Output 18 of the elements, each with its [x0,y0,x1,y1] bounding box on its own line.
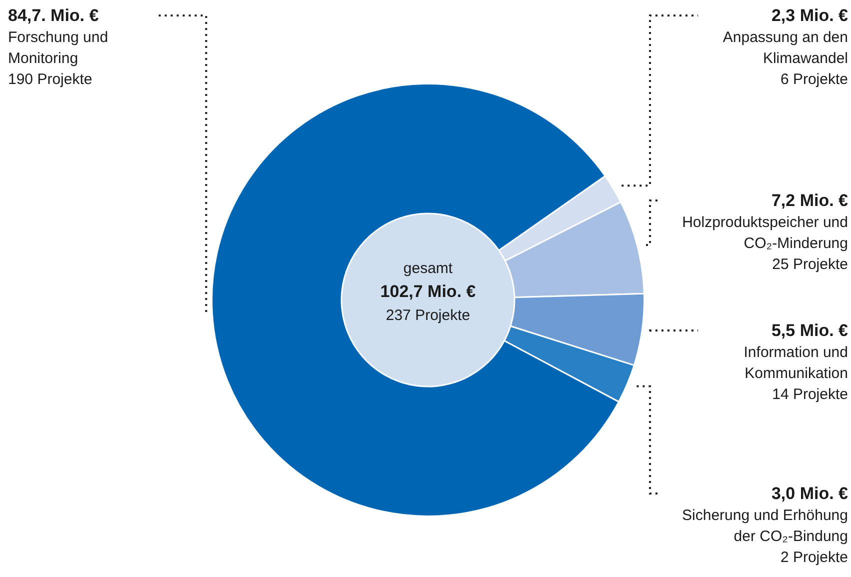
data-label: 7,2 Mio. € [771,191,848,210]
data-label: 84,7. Mio. € [8,6,99,25]
text: 6 Projekte [780,71,848,88]
text: 102,7 Mio. € [379,281,477,302]
data-label: 3,0 Mio. € [771,484,848,503]
data-label: 2,3 Mio. € [771,6,848,25]
slice-label: Information und Kommunikation [742,343,848,384]
text: 25 Projekte [772,256,848,273]
text: 14 Projekte [772,386,848,403]
text: 2 Projekte [780,549,848,566]
data-label: 5,5 Mio. € [771,321,848,340]
text: 190 Projekte [8,71,92,88]
slice-label: Anpassung an den Klimawandel [722,28,848,69]
slice-label: Holzproduktspeicher und CO₂-Minderung [681,213,848,254]
slice-label: Sicherung und Erhöhung der CO₂-Bindung [681,506,848,547]
text: 237 Projekte [384,306,472,326]
text: gesamt [402,259,454,279]
slice-label: Forschung und Monitoring [8,28,110,69]
